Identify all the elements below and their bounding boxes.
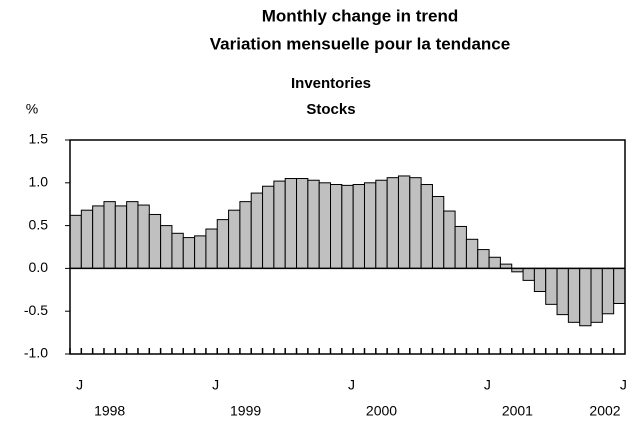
series-title: Inventories — [291, 75, 371, 92]
bar — [522, 267, 535, 281]
bar — [205, 228, 218, 269]
y-axis-label: % — [26, 101, 38, 117]
x-year-label: 2002 — [589, 403, 620, 419]
x-tick-label: J — [348, 377, 355, 393]
x-year-label: 2000 — [366, 403, 397, 419]
bar — [545, 267, 558, 305]
bar — [92, 205, 105, 269]
bar — [352, 184, 365, 269]
bar — [330, 184, 343, 269]
bar — [488, 256, 501, 269]
bar — [613, 267, 626, 304]
y-tick-label: 1.5 — [29, 131, 49, 147]
x-tick-label: J — [76, 377, 83, 393]
bar — [296, 178, 309, 269]
x-year-label: 1998 — [94, 403, 125, 419]
bar — [171, 232, 184, 269]
bar — [250, 192, 264, 269]
bar — [80, 209, 94, 269]
y-tick-label: 1.0 — [29, 174, 49, 190]
bar — [103, 201, 116, 269]
bar — [443, 210, 456, 269]
bar — [556, 267, 569, 316]
bar — [431, 195, 445, 269]
chart-subtitle: Variation mensuelle pour la tendance — [210, 34, 510, 53]
bar — [273, 180, 286, 269]
bar — [533, 267, 547, 293]
bar — [375, 179, 388, 269]
bar — [239, 201, 252, 269]
bar — [363, 182, 377, 269]
x-tick-label: J — [212, 377, 219, 393]
bar — [590, 267, 603, 323]
bar — [182, 237, 196, 269]
series-subtitle: Stocks — [306, 101, 355, 118]
x-year-label: 1999 — [230, 403, 261, 419]
bar — [579, 267, 592, 327]
y-tick-label: -0.5 — [24, 302, 48, 318]
bar — [160, 225, 173, 269]
bar — [228, 209, 241, 269]
bar — [307, 179, 320, 269]
bar — [409, 177, 422, 269]
bar — [454, 225, 467, 269]
bar — [137, 204, 150, 269]
bar — [216, 219, 230, 269]
bar — [69, 214, 82, 269]
bar — [194, 235, 207, 269]
y-tick-label: 0.0 — [29, 259, 49, 275]
bar — [262, 185, 275, 269]
bar — [318, 182, 332, 269]
bar — [420, 184, 433, 269]
bar — [386, 177, 399, 269]
bar — [114, 205, 128, 269]
bar — [341, 184, 354, 269]
y-tick-label: -1.0 — [24, 345, 48, 361]
bar — [397, 175, 411, 269]
x-tick-label: J — [484, 377, 491, 393]
plot-frame — [69, 139, 626, 355]
bar — [126, 201, 139, 269]
x-tick-label: J — [620, 377, 627, 393]
bar — [148, 213, 162, 269]
bar — [477, 249, 490, 269]
bar — [567, 267, 581, 323]
chart-title: Monthly change in trend — [262, 6, 458, 25]
bar — [601, 267, 615, 315]
y-tick-label: 0.5 — [29, 216, 49, 232]
bar — [465, 238, 479, 269]
x-year-label: 2001 — [502, 403, 533, 419]
bar — [284, 178, 298, 269]
